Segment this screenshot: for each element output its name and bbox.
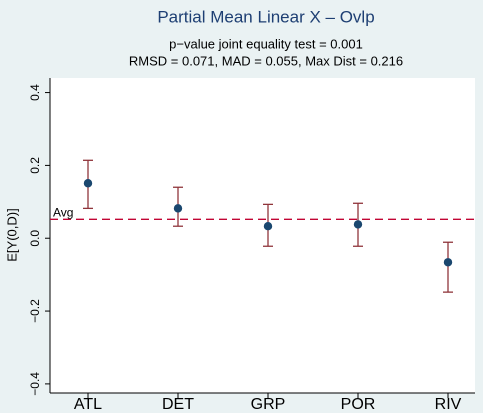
y-tick-label: −0.4	[28, 372, 42, 396]
plot-area	[50, 78, 475, 393]
subtitle: RMSD = 0.071, MAD = 0.055, Max Dist = 0.…	[129, 53, 403, 68]
subtitle: p−value joint equality test = 0.001	[169, 36, 363, 51]
point	[353, 220, 363, 229]
point	[83, 179, 93, 188]
x-tick-label: GRP	[251, 396, 286, 413]
y-tick-label: 0.4	[28, 84, 42, 101]
chart-title: Partial Mean Linear X – Ovlp	[157, 7, 374, 26]
x-tick-label: POR	[341, 396, 376, 413]
x-tick-label: RIV	[435, 396, 462, 413]
y-tick-label: −0.2	[28, 299, 42, 323]
point	[263, 222, 273, 231]
y-axis-label: E[Y(0,D)]	[4, 208, 19, 261]
x-tick-label: ATL	[74, 396, 102, 413]
y-tick-label: 0.2	[28, 157, 42, 174]
x-tick-label: DET	[162, 396, 194, 413]
reference-label: Avg	[53, 205, 73, 219]
point	[173, 204, 183, 213]
point	[443, 258, 453, 267]
y-tick-label: 0.0	[28, 230, 42, 247]
